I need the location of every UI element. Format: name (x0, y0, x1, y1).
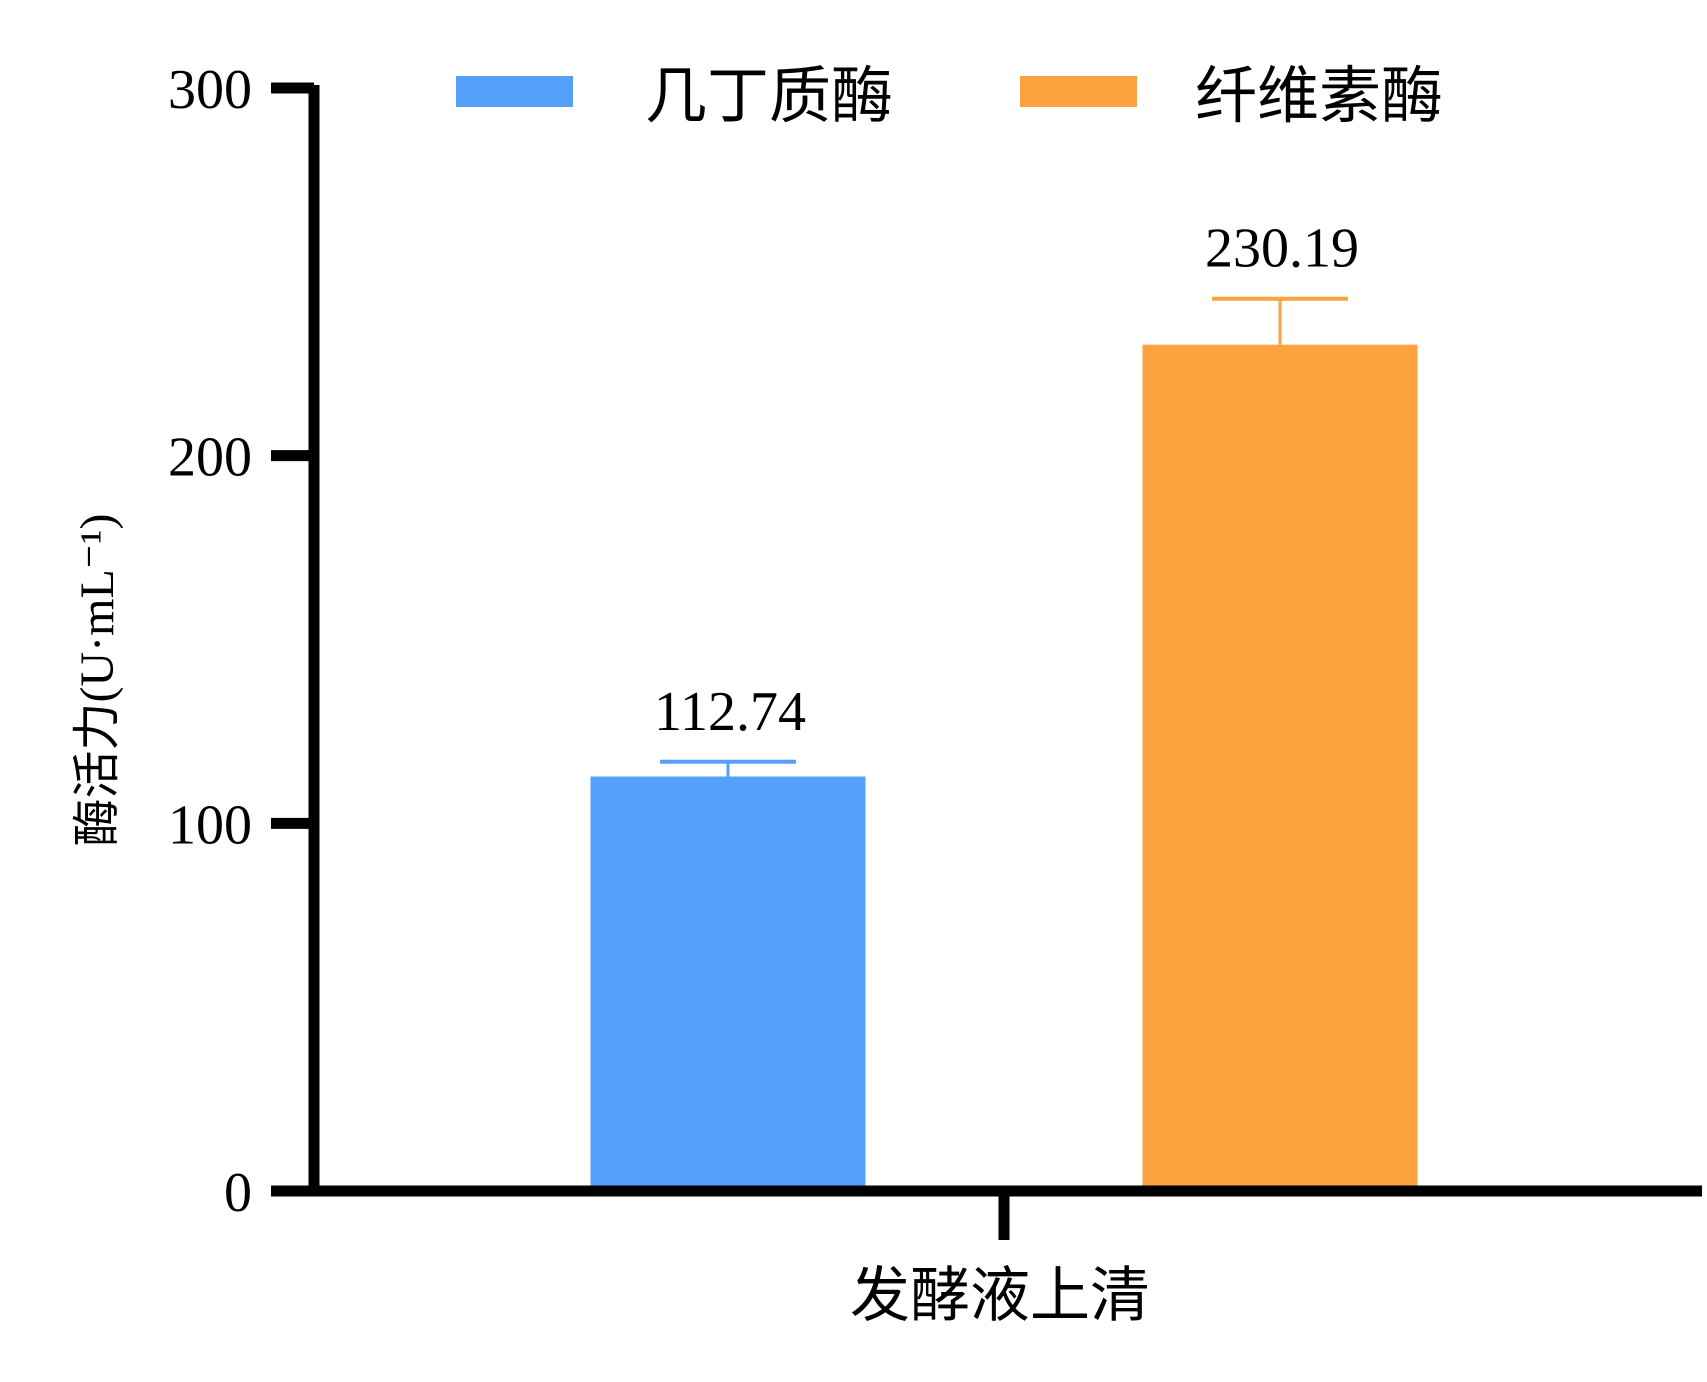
y-tick-label-200: 200 (168, 427, 252, 489)
legend-swatch-2 (1020, 76, 1137, 107)
bar-2 (1142, 344, 1418, 1191)
legend-swatch-1 (456, 76, 573, 107)
legend: 几丁质酶 纤维素酶 (456, 63, 1443, 131)
x-category-label: 发酵液上清 (850, 1263, 1150, 1329)
bar-1 (590, 776, 866, 1191)
bars: 112.74 230.19 (590, 218, 1418, 1191)
legend-label-1: 几丁质酶 (645, 63, 893, 131)
y-axis-label: 酶活力(U·mL⁻¹) (71, 513, 124, 846)
y-tick-label-100: 100 (168, 794, 252, 856)
y-tick-label-0: 0 (224, 1162, 252, 1224)
legend-label-2: 纤维素酶 (1195, 63, 1443, 131)
data-label-1: 112.74 (654, 681, 806, 743)
axes: 0 100 200 300 发酵液上清 (168, 59, 1702, 1329)
y-tick-label-300: 300 (168, 59, 252, 121)
data-label-2: 230.19 (1205, 218, 1359, 280)
